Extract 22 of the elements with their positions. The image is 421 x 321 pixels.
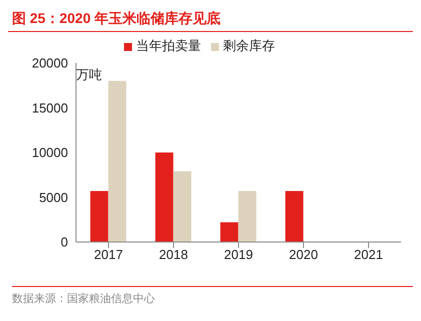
x-tick-label: 2018 [159, 247, 188, 262]
legend-label: 剩余库存 [223, 38, 275, 53]
y-tick-label: 5000 [39, 190, 68, 205]
bar [173, 171, 192, 242]
legend-label: 当年拍卖量 [136, 38, 201, 53]
bar [108, 80, 126, 242]
chart-title: 图 25：2020 年玉米临储库存见底 [8, 8, 413, 32]
bar [220, 222, 238, 242]
bar [238, 190, 256, 242]
bar [285, 190, 304, 242]
source-note: 数据来源：国家粮油信息中心 [12, 292, 156, 306]
bar [90, 190, 108, 242]
y-tick-label: 10000 [32, 145, 68, 160]
bar [155, 152, 174, 242]
y-tick-label: 15000 [32, 100, 68, 116]
y-tick-label: 20000 [32, 56, 68, 71]
x-tick-label: 2019 [224, 247, 253, 262]
y-tick-label: 0 [60, 234, 68, 250]
x-tick-label: 2021 [354, 247, 383, 262]
x-tick-label: 2017 [94, 247, 123, 262]
y-axis-title: 万吨 [76, 66, 102, 84]
x-tick-label: 2020 [289, 247, 318, 262]
